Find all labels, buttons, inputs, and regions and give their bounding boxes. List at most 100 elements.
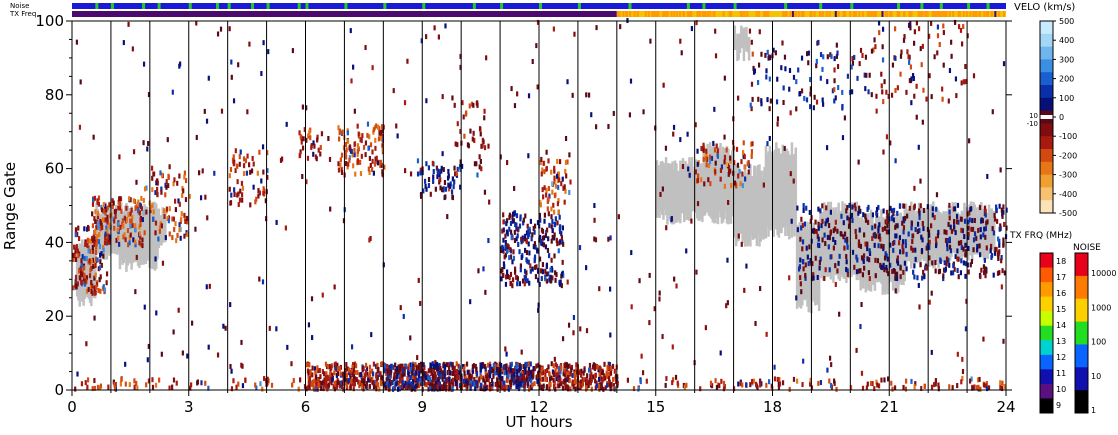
near-range-echo [518,379,521,385]
echo-point [970,226,973,232]
echo-point [649,38,652,44]
near-range-echo [527,366,531,372]
echo-point [773,364,776,370]
txfreq-speckle [673,11,676,17]
near-range-echo [540,366,543,372]
echo-point [453,102,456,108]
echo-point [912,76,915,82]
echo-point [159,170,162,176]
near-range-echo [497,372,500,378]
echo-point [470,101,474,107]
echo-point [685,248,688,254]
near-range-echo [756,385,759,391]
echo-point [459,53,462,59]
near-range-echo [318,368,321,374]
echo-point [74,386,77,392]
echo-point [754,320,757,326]
velocity-tick-label: 300 [1059,55,1074,64]
echo-point [479,158,482,164]
ground-scatter-column [754,166,757,239]
near-range-echo [346,379,349,385]
ground-scatter-column [740,170,743,234]
ground-scatter-column [954,202,957,254]
ground-scatter-column [898,213,901,285]
ground-scatter-column [694,159,698,213]
echo-point [1001,268,1004,274]
echo-point [962,260,966,266]
x-tick-label: 6 [301,398,311,416]
near-range-echo [323,381,326,387]
ground-scatter-column [710,149,713,219]
near-range-echo [394,382,397,388]
echo-point [877,204,880,210]
echo-point [340,169,344,175]
echo-point [705,153,708,159]
echo-point [862,212,865,218]
near-range-echo [383,368,386,374]
echo-point [925,245,928,251]
noise-spike [215,3,219,9]
near-range-echo [603,361,606,367]
near-range-echo [557,370,560,376]
echo-point [741,150,745,156]
echo-point [98,232,101,238]
echo-point [420,38,423,44]
near-range-echo [384,370,388,376]
near-range-echo [562,379,565,385]
echo-point [943,229,946,235]
ground-scatter-column [799,233,803,309]
echo-point [871,225,874,231]
near-range-echo [934,381,937,387]
echo-point [344,150,347,156]
near-range-echo [113,386,117,392]
echo-point [198,170,201,176]
echo-point [138,231,141,237]
echo-point [176,232,179,238]
echo-point [76,281,79,287]
echo-point [504,244,507,250]
echo-point [504,233,507,239]
near-range-echo [364,369,368,375]
ground-scatter-column [743,28,747,48]
echo-point [948,215,951,221]
near-range-echo [578,382,581,388]
echo-point [918,304,921,310]
echo-point [337,167,341,173]
near-range-echo [114,381,117,387]
echo-point [117,199,120,205]
ground-scatter-column [751,177,755,240]
echo-point [726,257,729,263]
echo-point [702,147,705,153]
echo-point [714,53,718,59]
ground-scatter-column [807,228,811,313]
near-range-echo [374,363,378,369]
echo-point [266,150,269,156]
ground-scatter-column [921,208,925,255]
near-range-echo [664,382,667,388]
echo-point [921,43,924,49]
echo-point [713,106,716,112]
echo-point [87,245,90,251]
near-range-echo [538,364,541,370]
echo-point [548,222,551,228]
echo-point [743,154,746,160]
echo-point [369,235,372,241]
echo-point [240,339,243,345]
echo-point [541,187,544,193]
near-range-echo [334,366,337,372]
echo-point [828,235,831,241]
txfreq-speckle [997,11,1000,17]
echo-point [925,265,928,271]
echo-point [748,163,751,169]
near-range-echo [432,383,435,389]
echo-point [551,228,554,234]
near-range-echo [375,380,378,386]
txfreq-speckle [910,11,913,17]
echo-point [514,274,518,280]
near-range-echo [155,382,158,388]
ground-scatter-column [712,143,716,224]
echo-point [538,256,542,262]
near-range-echo [592,362,595,368]
echo-point [970,206,973,212]
echo-point [417,277,420,283]
